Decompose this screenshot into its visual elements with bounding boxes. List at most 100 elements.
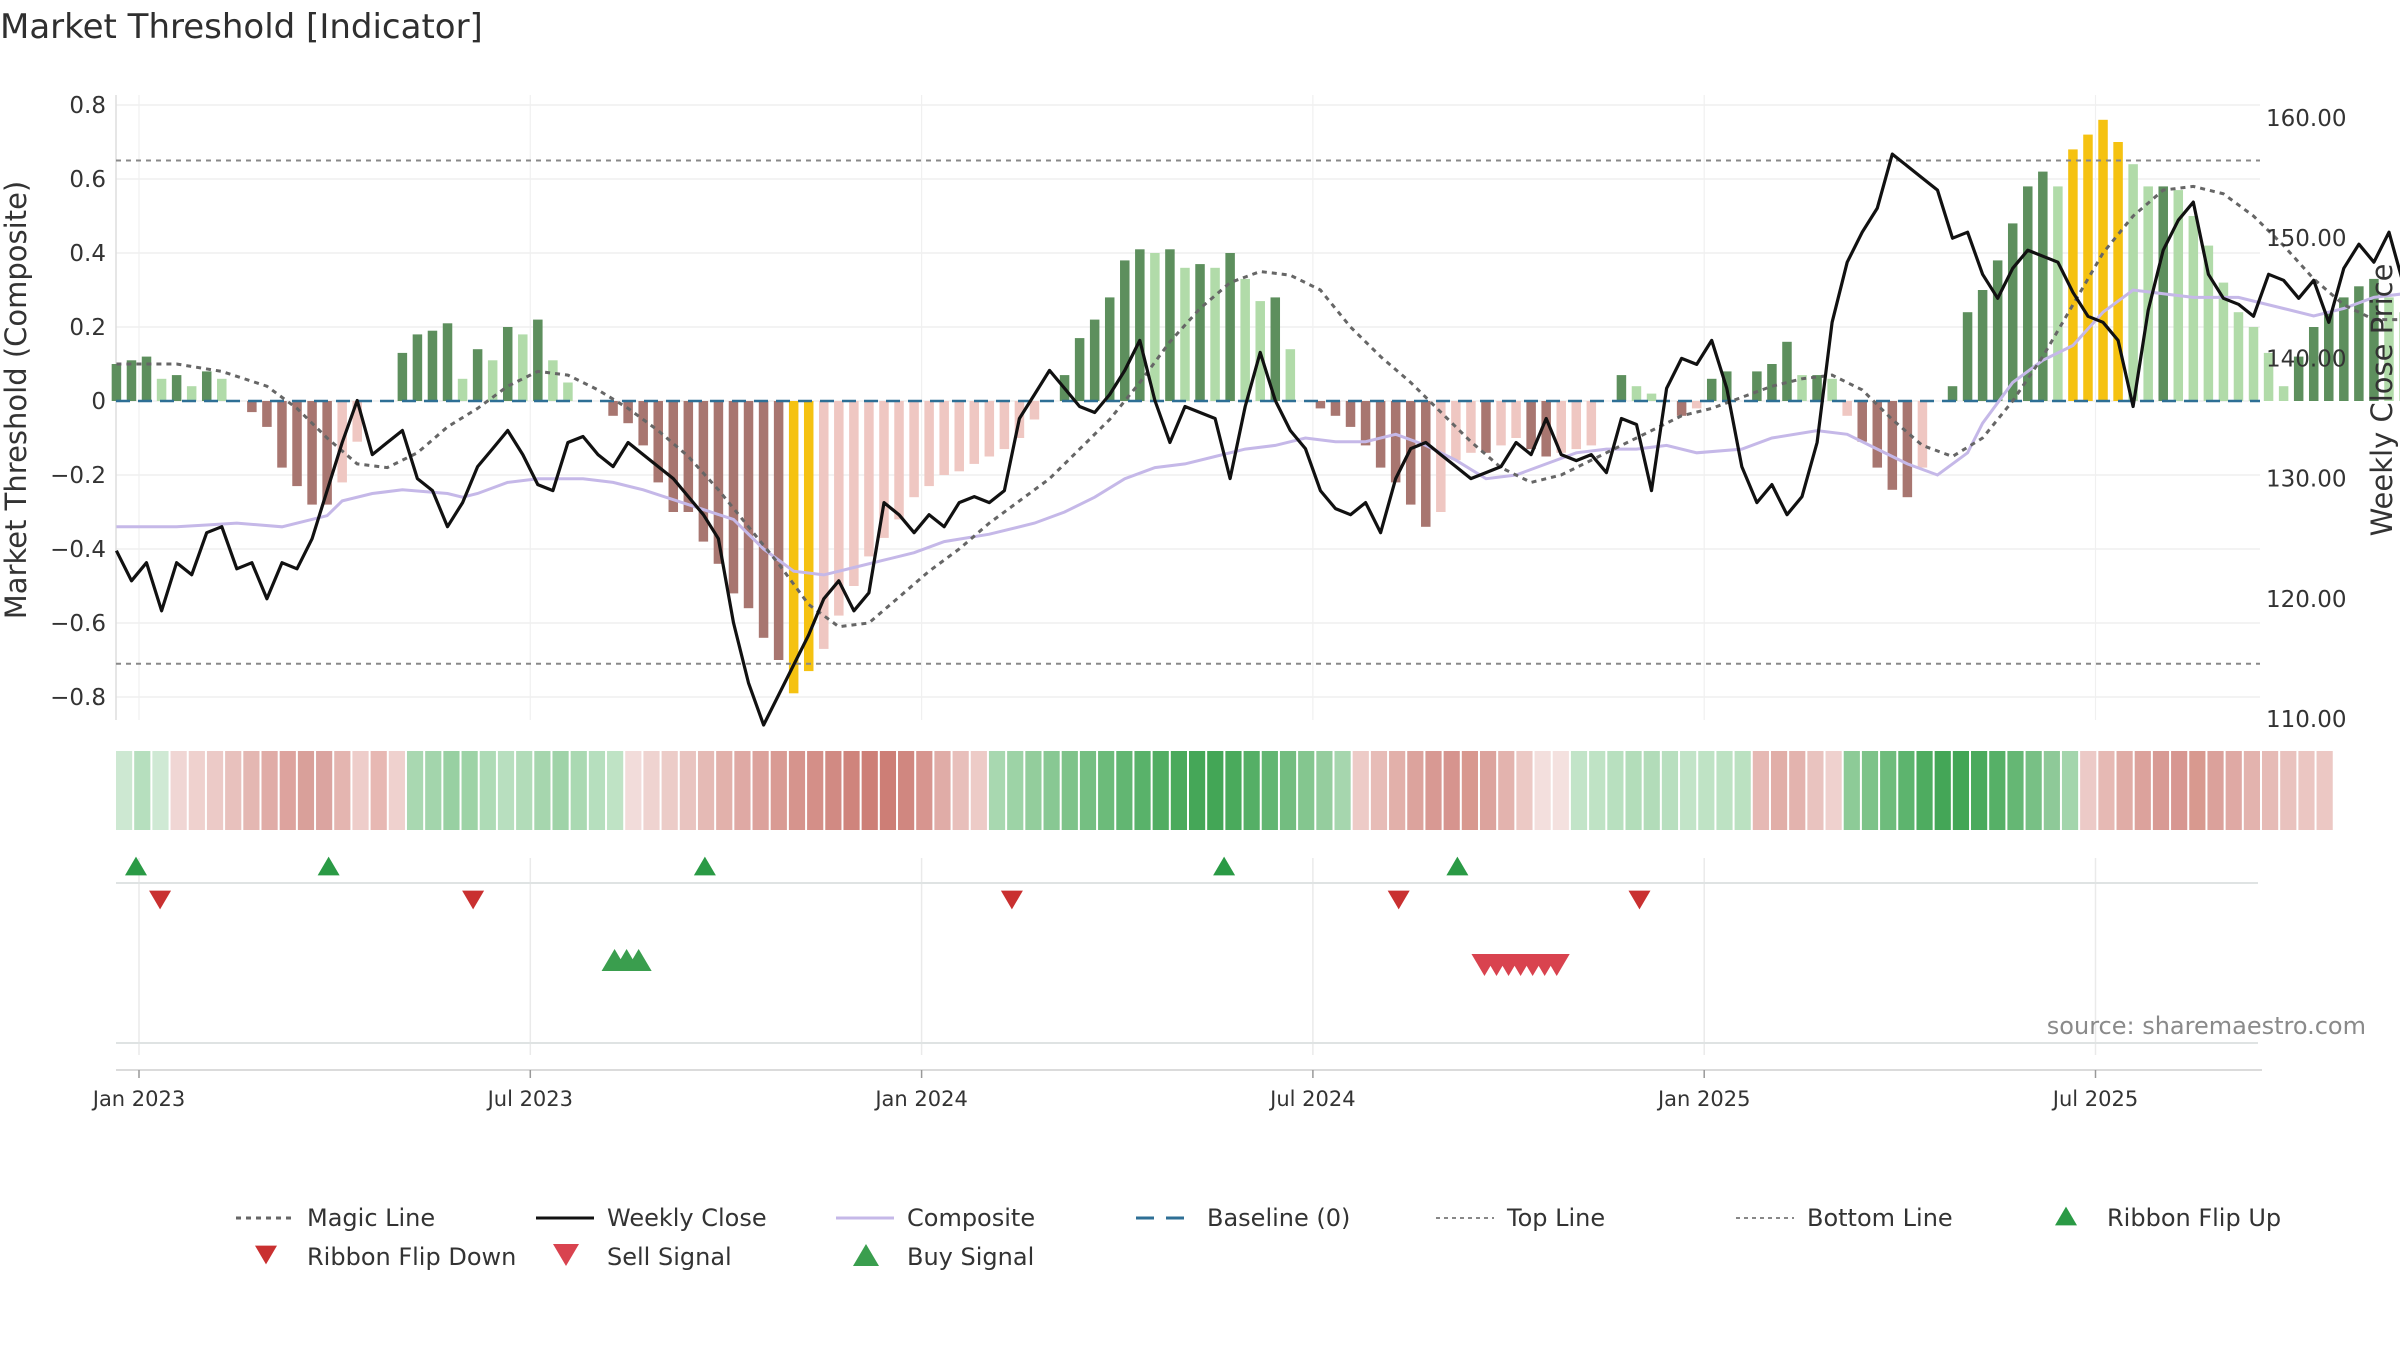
composite-bar bbox=[1857, 401, 1867, 442]
y-tick-label: −0.4 bbox=[50, 537, 106, 563]
composite-bar bbox=[2354, 286, 2364, 401]
ribbon-cell bbox=[1352, 751, 1369, 830]
ribbon-cell bbox=[1243, 751, 1260, 830]
y-tick-label: −0.2 bbox=[50, 463, 106, 489]
ribbon-cell bbox=[1443, 751, 1460, 830]
composite-bar bbox=[2263, 352, 2274, 401]
ribbon-cell bbox=[952, 751, 969, 830]
y-tick-label: 0 bbox=[91, 389, 106, 415]
composite-bar bbox=[1902, 401, 1913, 498]
composite-bar bbox=[2038, 171, 2048, 401]
ribbon-cell bbox=[2152, 751, 2170, 830]
ribbon-cell bbox=[516, 751, 533, 830]
legend-label: Buy Signal bbox=[907, 1243, 1034, 1271]
ribbon-cell bbox=[1207, 751, 1224, 830]
ribbon-cell bbox=[861, 751, 878, 830]
composite-bar bbox=[939, 401, 949, 475]
ribbon-cell bbox=[1916, 751, 1933, 830]
composite-bar bbox=[879, 401, 889, 538]
ribbon-cell bbox=[2171, 751, 2188, 830]
composite-bar bbox=[1887, 401, 1898, 490]
ribbon-cell bbox=[279, 751, 296, 830]
ribbon-cell bbox=[2043, 751, 2060, 830]
composite-bar bbox=[1496, 401, 1506, 446]
composite-bar bbox=[2083, 134, 2093, 401]
legend-item: Weekly Close bbox=[536, 1204, 767, 1232]
right-axis-label: Weekly Close Price bbox=[2365, 264, 2399, 537]
composite-bar bbox=[1962, 312, 1973, 401]
composite-bar bbox=[352, 401, 362, 442]
ribbon-cell bbox=[406, 751, 424, 830]
ribbon-cell bbox=[461, 751, 478, 830]
ribbon-cell bbox=[1643, 751, 1660, 830]
composite-bar bbox=[126, 360, 137, 401]
ribbon-cell bbox=[1971, 751, 1988, 830]
composite-bar bbox=[638, 401, 648, 446]
legend-item: Ribbon Flip Down bbox=[255, 1243, 516, 1271]
ribbon-cell bbox=[1225, 751, 1242, 830]
ribbon-flip-down-marker bbox=[149, 890, 172, 910]
ribbon-cell bbox=[2061, 751, 2079, 830]
ribbon-cell bbox=[607, 751, 624, 830]
composite-bar bbox=[427, 330, 438, 401]
composite-bar bbox=[909, 401, 919, 498]
y-tick-label: −0.8 bbox=[50, 685, 106, 711]
composite-bar bbox=[1917, 401, 1928, 468]
composite-bar bbox=[1421, 401, 1431, 527]
ribbon-cell bbox=[116, 751, 133, 830]
composite-bar bbox=[1466, 401, 1476, 453]
composite-bar bbox=[1691, 401, 1702, 409]
composite-bar bbox=[969, 401, 980, 464]
ribbon-cell bbox=[1589, 751, 1606, 830]
composite-bar bbox=[1812, 375, 1822, 401]
composite-bar bbox=[2308, 327, 2319, 401]
ribbon-cell bbox=[1007, 751, 1024, 830]
ribbon-cell bbox=[152, 751, 169, 830]
ribbon-cell bbox=[534, 751, 551, 830]
signal-panels bbox=[116, 856, 2258, 1055]
ribbon-cell bbox=[1716, 751, 1733, 830]
composite-bar bbox=[548, 360, 558, 401]
y2-tick-label: 120.00 bbox=[2266, 587, 2346, 613]
x-tick-label: Jul 2023 bbox=[486, 1087, 573, 1111]
ribbon-cell bbox=[370, 751, 387, 830]
composite-bar bbox=[1797, 375, 1807, 401]
legend-item: Composite bbox=[836, 1204, 1035, 1232]
ribbon-cell bbox=[261, 751, 278, 830]
y2-tick-label: 130.00 bbox=[2266, 467, 2346, 493]
ribbon-cell bbox=[243, 751, 260, 830]
x-tick-label: Jan 2025 bbox=[1656, 1087, 1751, 1111]
ribbon-cell bbox=[1461, 751, 1478, 830]
ribbon-cell bbox=[552, 751, 569, 830]
composite-bar bbox=[1947, 386, 1958, 401]
composite-bar bbox=[1706, 378, 1717, 401]
x-tick-label: Jan 2024 bbox=[873, 1087, 968, 1111]
composite-bar bbox=[111, 364, 122, 401]
composite-bar bbox=[277, 401, 287, 468]
composite-bar bbox=[2053, 186, 2063, 401]
ribbon-cell bbox=[1170, 751, 1187, 830]
ribbon-cell bbox=[316, 751, 333, 830]
ribbon-cell bbox=[1098, 751, 1115, 830]
ribbon-cell bbox=[1316, 751, 1333, 830]
composite-bar bbox=[1150, 253, 1160, 401]
ribbon-cell bbox=[2189, 751, 2206, 830]
composite-bar bbox=[1571, 401, 1582, 450]
ribbon-flip-up-marker bbox=[1446, 856, 1469, 876]
ribbon-cell bbox=[188, 751, 205, 830]
ribbon-cell bbox=[934, 751, 951, 830]
composite-bar bbox=[1285, 349, 1296, 401]
composite-bar bbox=[2007, 223, 2018, 401]
ribbon-cell bbox=[1552, 751, 1569, 830]
ribbon-cell bbox=[1479, 751, 1497, 830]
legend-item: Buy Signal bbox=[853, 1243, 1034, 1271]
composite-bar bbox=[864, 401, 874, 557]
legend-label: Magic Line bbox=[307, 1204, 435, 1232]
composite-bar bbox=[1195, 264, 1205, 401]
composite-bar bbox=[1315, 401, 1326, 409]
x-axis-ticks: Jan 2023 Jul 2023 Jan 2024 Jul 2024 Jan 2025… bbox=[91, 1069, 2262, 1111]
composite-bar bbox=[2248, 327, 2259, 401]
composite-bar bbox=[683, 401, 694, 512]
ribbon-strip bbox=[116, 751, 2333, 830]
